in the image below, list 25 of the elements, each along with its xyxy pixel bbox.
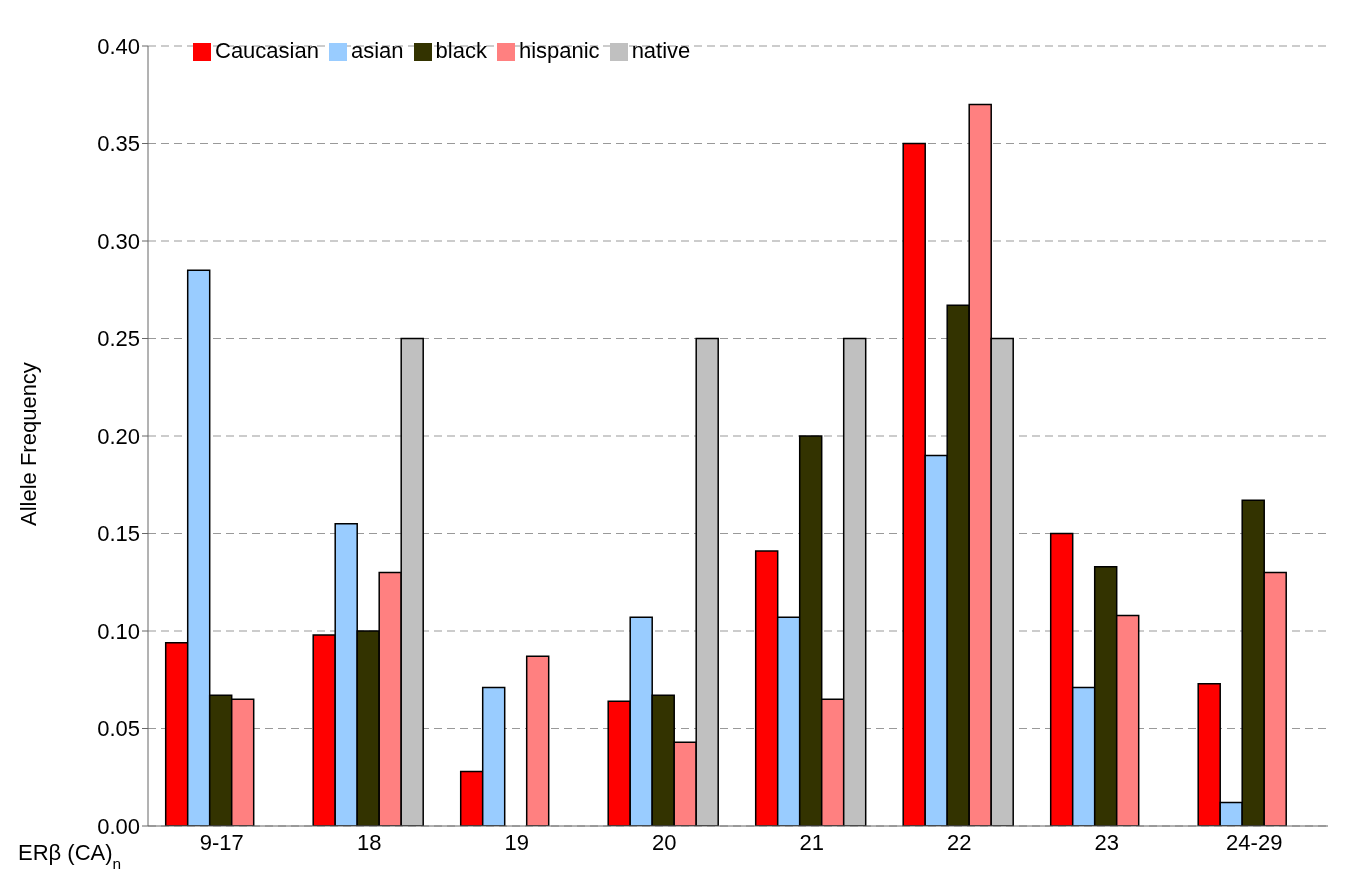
y-tick-label: 0.05: [97, 716, 140, 742]
y-axis-title: Allele Frequency: [15, 362, 41, 526]
x-tick-label: 23: [1094, 829, 1119, 855]
legend-label: native: [631, 38, 691, 63]
legend-label: asian: [350, 38, 404, 63]
y-tick-label: 0.10: [97, 618, 140, 644]
y-tick-label: 0.40: [97, 33, 140, 59]
y-tick-label: 0.25: [97, 326, 140, 352]
y-tick-label: 0.35: [97, 131, 140, 157]
x-tick-label: 24-29: [1226, 829, 1283, 855]
x-tick-label: 21: [799, 829, 824, 855]
legend-label: Caucasian: [215, 38, 319, 63]
bar: [525, 655, 550, 826]
x-tick-label: 19: [504, 829, 529, 855]
y-tick-label: 0.30: [97, 228, 140, 254]
x-axis-title: ERβ (CA)$_{n}$: [18, 840, 122, 872]
x-tick-label: 9-17: [199, 829, 244, 855]
legend-label: hispanic: [518, 38, 600, 63]
y-tick-label: 0.20: [97, 423, 140, 449]
y-tick-label: 0.00: [97, 813, 140, 839]
x-tick-label: 22: [947, 829, 972, 855]
legend-label: black: [435, 38, 487, 63]
x-tick-label: 20: [652, 829, 677, 855]
y-tick-label: 0.15: [97, 521, 140, 547]
x-tick-label: 18: [357, 829, 382, 855]
